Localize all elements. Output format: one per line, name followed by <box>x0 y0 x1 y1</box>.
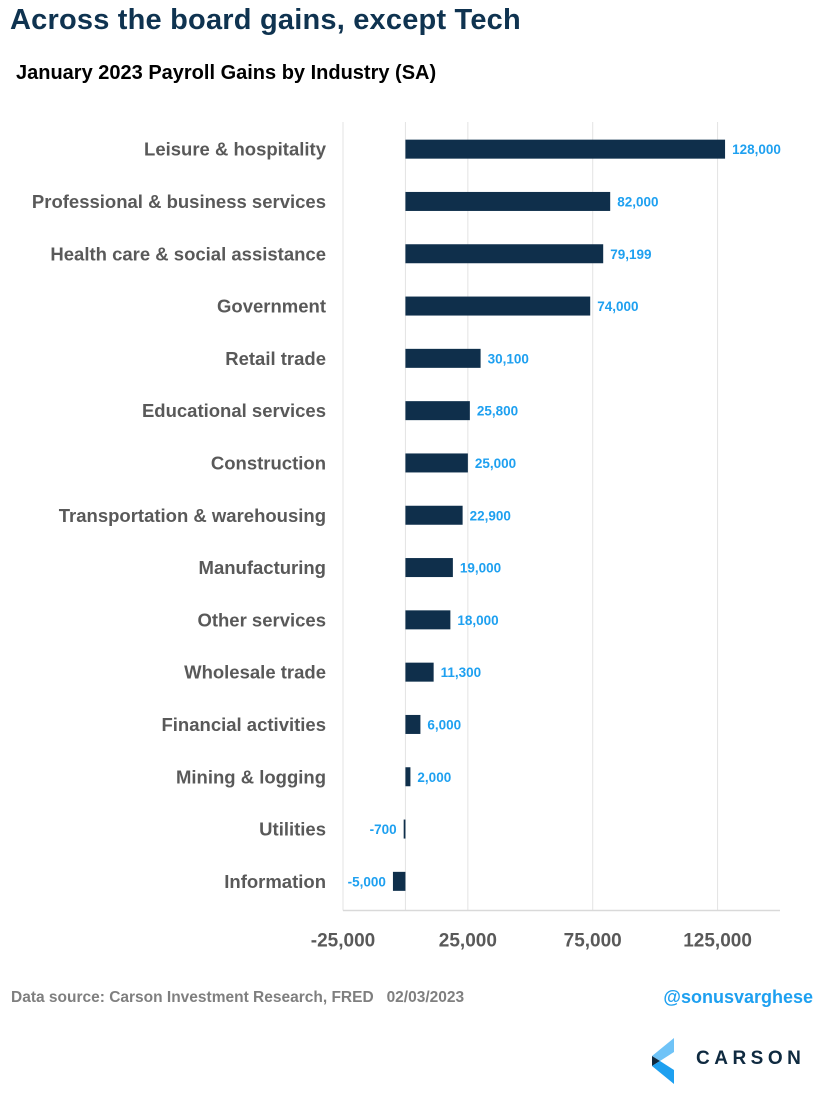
bar <box>405 191 611 211</box>
category-label: Transportation & warehousing <box>59 505 326 526</box>
value-label: 2,000 <box>417 770 451 785</box>
x-tick-label: 25,000 <box>439 931 497 952</box>
bar <box>403 819 406 839</box>
bar <box>405 348 481 368</box>
value-label: 19,000 <box>460 561 501 576</box>
value-label: -5,000 <box>348 874 386 889</box>
bar <box>405 662 434 682</box>
carson-logo: CARSON <box>652 1038 817 1084</box>
bar <box>405 505 463 525</box>
bar <box>405 296 591 316</box>
category-label: Construction <box>211 452 326 473</box>
bar <box>405 767 411 787</box>
data-source-note: Data source: Carson Investment Research,… <box>11 989 465 1006</box>
value-label: 79,199 <box>610 247 651 262</box>
carson-logo-icon <box>652 1038 674 1084</box>
category-label: Information <box>224 871 326 892</box>
x-tick-label: 75,000 <box>564 931 622 952</box>
category-label: Retail trade <box>225 348 326 369</box>
category-label: Mining & logging <box>176 766 326 787</box>
x-tick-label: 125,000 <box>683 931 752 952</box>
value-label: -700 <box>370 822 397 837</box>
category-label: Wholesale trade <box>184 662 326 683</box>
value-label: 11,300 <box>441 665 482 680</box>
category-label: Leisure & hospitality <box>144 139 327 160</box>
value-label: 25,000 <box>475 456 516 471</box>
bar <box>405 244 604 264</box>
value-label: 74,000 <box>597 299 638 314</box>
value-labels: 128,000 82,000 79,199 74,000 30,100 25,800 25,… <box>348 142 781 889</box>
bar-chart: Leisure & hospitality Professional & busi… <box>32 122 781 952</box>
category-label: Manufacturing <box>199 557 326 578</box>
category-label: Financial activities <box>161 714 326 735</box>
x-tick-label: -25,000 <box>311 931 375 952</box>
bar <box>405 453 468 473</box>
twitter-handle[interactable]: @sonusvarghese <box>663 987 813 1007</box>
bar <box>392 871 406 891</box>
category-label: Educational services <box>142 400 326 421</box>
value-label: 22,900 <box>470 508 511 523</box>
category-label: Health care & social assistance <box>50 243 326 264</box>
value-label: 18,000 <box>457 613 498 628</box>
bar <box>405 714 421 734</box>
category-label: Professional & business services <box>32 191 326 212</box>
value-label: 6,000 <box>427 717 461 732</box>
value-label: 25,800 <box>477 404 518 419</box>
value-label: 30,100 <box>488 351 529 366</box>
bar <box>405 558 453 578</box>
carson-logo-text: CARSON <box>696 1048 806 1069</box>
category-label: Other services <box>197 609 326 630</box>
bar <box>405 610 451 630</box>
value-label: 82,000 <box>617 194 658 209</box>
category-label: Government <box>217 296 326 317</box>
chart-title: January 2023 Payroll Gains by Industry (… <box>16 62 437 84</box>
category-label: Utilities <box>259 819 326 840</box>
value-label: 128,000 <box>732 142 781 157</box>
bar <box>405 401 470 421</box>
category-labels: Leisure & hospitality Professional & busi… <box>32 139 327 892</box>
x-axis-ticks: -25,000 25,000 75,000 125,000 <box>311 931 752 952</box>
bar <box>405 139 726 159</box>
bars <box>392 139 726 891</box>
headline: Across the board gains, except Tech <box>10 4 521 36</box>
